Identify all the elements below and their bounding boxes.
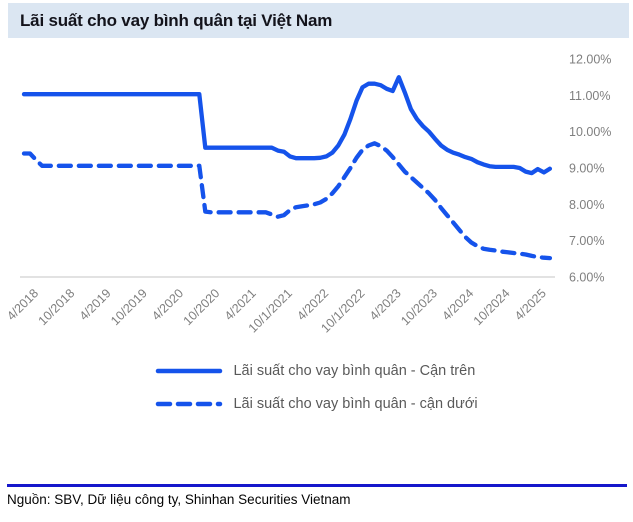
legend-label-lower: Lãi suất cho vay bình quân - cận dưới [233, 396, 478, 412]
title-bar: Lãi suất cho vay bình quân tại Việt Nam [8, 3, 629, 38]
legend-item-upper: Lãi suất cho vay bình quân - Cận trên [155, 360, 477, 382]
y-tick-label: 6.00% [569, 271, 604, 285]
y-tick-label: 9.00% [569, 162, 604, 176]
y-tick-label: 7.00% [569, 234, 604, 248]
dashed-line-swatch-icon [156, 401, 223, 407]
y-tick-label: 8.00% [569, 198, 604, 212]
source-divider [7, 484, 627, 487]
x-tick-label: 4/2025 [512, 286, 549, 323]
legend-item-lower: Lãi suất cho vay bình quân - cận dưới [155, 393, 478, 415]
x-tick-label: 10/2018 [36, 286, 78, 328]
y-tick-label: 10.00% [569, 125, 611, 139]
chart-canvas: 12.00% 11.00% 10.00% 9.00% 8.00% 7.00% 6.00% 4/… [4, 53, 611, 336]
legend-label-upper: Lãi suất cho vay bình quân - Cận trên [233, 363, 476, 379]
source-text: Nguồn: SBV, Dữ liệu công ty, Shinhan Sec… [7, 492, 351, 507]
x-tick-label: 10/2023 [398, 286, 440, 328]
y-tick-label: 11.00% [569, 89, 610, 103]
x-tick-label: 10/2020 [181, 286, 223, 328]
legend-column: Lãi suất cho vay bình quân - Cận trên Lã… [155, 360, 478, 415]
series-line-solid [21, 75, 553, 176]
x-tick-label: 10/2019 [108, 286, 150, 328]
solid-line-swatch-icon [156, 368, 223, 374]
chart-legend: Lãi suất cho vay bình quân - Cận trên Lã… [0, 360, 633, 415]
chart-title: Lãi suất cho vay bình quân tại Việt Nam [20, 10, 333, 30]
x-tick-label: 10/2024 [471, 286, 513, 328]
series-line-dashed [21, 141, 553, 261]
y-tick-label: 12.00% [569, 53, 611, 67]
